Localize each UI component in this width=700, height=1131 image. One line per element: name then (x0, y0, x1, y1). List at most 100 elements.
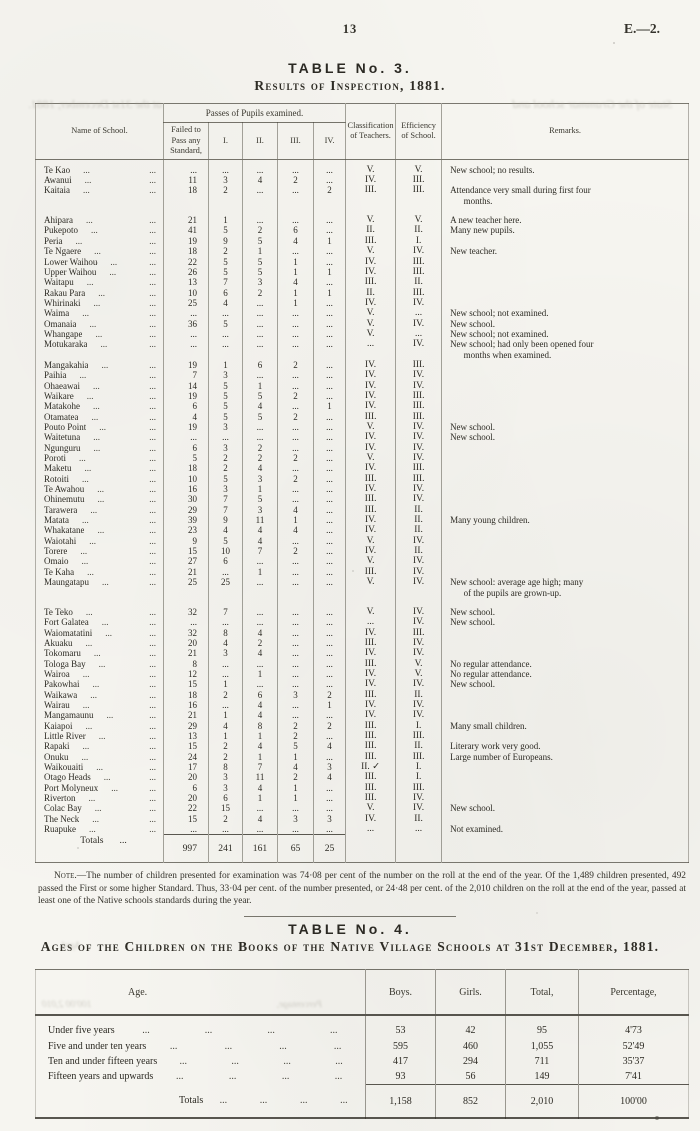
standard-3-passes: ... (277, 308, 314, 319)
dot-leader: ... (88, 793, 96, 804)
dot-leader: ... (259, 1095, 268, 1107)
school-name-cell: Matakohe...... (36, 401, 163, 411)
dot-leader: ... (75, 235, 83, 246)
remark (441, 556, 689, 567)
failed-count: 22 (163, 256, 209, 267)
dot-leader: ... (90, 504, 98, 515)
dot-leader: ... (149, 741, 156, 752)
standard-4-passes: ... (312, 556, 346, 567)
totals-standard-3: 65 (277, 834, 314, 863)
remark (441, 390, 689, 402)
school-efficiency: IV. (395, 699, 442, 711)
dot-leader: ... (149, 175, 156, 186)
school-name: Tokomaru (44, 648, 81, 659)
dot-leader: ... (149, 235, 156, 246)
school-name: Rapaki (44, 741, 70, 752)
standard-2-passes: ... (242, 308, 278, 319)
school-name-cell: Otago Heads...... (36, 772, 163, 782)
school-row: Ngunguru...... 6 3 2...... IV. IV. (36, 442, 689, 454)
standard-3-passes: ... (277, 442, 314, 454)
standard-3-passes: 2 (277, 359, 314, 371)
remark (441, 535, 689, 547)
standard-4-passes: ... (312, 824, 346, 835)
age-cell-content: Fifteen years and upwards............ (36, 1069, 365, 1084)
dot-leader: ... (149, 606, 156, 617)
school-efficiency: IV. (395, 793, 442, 804)
school-efficiency: IV. (395, 648, 442, 659)
standard-2-passes: 4 (242, 741, 278, 752)
page-number: 13 (342, 22, 358, 36)
standard-3-passes: ... (277, 215, 314, 226)
dot-leader: ... (101, 617, 109, 628)
dot-leader: ... (99, 422, 107, 432)
standard-3-passes: 4 (277, 277, 314, 288)
standard-4-passes: 3 (312, 813, 346, 825)
teacher-classification: IV. (345, 390, 396, 402)
standard-4-passes: ... (312, 256, 346, 267)
standard-4-passes: ... (312, 668, 346, 680)
school-row: Onuku...... 24 2 1 1... III. III. Large number … (36, 751, 689, 762)
teacher-classification: IV. (345, 380, 396, 391)
dot-leader: ... (149, 359, 156, 370)
standard-2-passes: ... (242, 803, 278, 814)
standard-3-passes: 6 (277, 225, 314, 236)
dot-leader: ... (109, 266, 117, 277)
teacher-classification: IV. (345, 484, 396, 495)
teacher-classification: IV. (345, 546, 396, 557)
failed-count: 15 (163, 546, 209, 557)
standard-3-passes: 1 (277, 793, 314, 804)
school-name: Ohaeawai (44, 380, 80, 391)
standard-4-passes: ... (312, 648, 346, 659)
standard-2-passes: ... (242, 318, 278, 329)
teacher-classification: III. (345, 741, 396, 752)
school-row: Kaiapoi...... 29 4 8 2 2 III. I. Many small chil… (36, 720, 689, 731)
remark (441, 648, 689, 659)
standard-4-passes: ... (312, 484, 346, 495)
standard-2-passes: ... (242, 215, 278, 226)
standard-1-passes: 2 (208, 689, 243, 700)
school-efficiency: III. (395, 782, 442, 794)
remark (441, 370, 689, 381)
standard-2-passes: 2 (242, 287, 278, 298)
standard-3-passes: 1 (277, 515, 314, 526)
dot-leader: ... (98, 658, 106, 669)
school-name: Riverton (44, 793, 76, 804)
standard-2-passes: 1 (242, 730, 278, 742)
dot-leader: ... (89, 824, 96, 835)
school-name-cell: Ruapuke...... (36, 824, 163, 834)
totals-boys: 1,158 (365, 1084, 436, 1119)
standard-2-passes: 4 (242, 648, 278, 659)
failed-count: 5 (163, 453, 209, 464)
school-row: Akuaku...... 20 4 2...... III. IV. (36, 637, 689, 649)
standard-3-passes: ... (277, 380, 314, 391)
standard-1-passes: 6 (208, 793, 243, 804)
totals-standard-1: 241 (208, 834, 243, 863)
dot-leader: ... (79, 370, 87, 381)
failed-count: 39 (163, 515, 209, 526)
school-efficiency: IV. (395, 679, 442, 690)
standard-4-passes: ... (312, 318, 346, 329)
dot-leader: ... (149, 463, 156, 474)
remark (441, 463, 689, 474)
remark: Many new pupils. (441, 225, 689, 236)
percentage-value: 4'73 (578, 1015, 689, 1039)
table3-body: Te Kao..................... V. V. New schoo… (36, 159, 689, 835)
failed-count: 19 (163, 422, 209, 433)
standard-1-passes: 15 (208, 803, 243, 814)
totals-label-cell: Totals............ (36, 1085, 366, 1119)
school-name: Whangape (44, 328, 83, 339)
school-name: Maungatapu (44, 577, 89, 588)
teacher-classification: II. (345, 287, 396, 298)
standard-3-passes: 1 (277, 287, 314, 298)
standard-1-passes: 8 (208, 627, 243, 638)
standard-1-passes: 2 (208, 185, 243, 216)
standard-4-passes: 1 (312, 699, 346, 711)
teacher-classification: IV. (345, 401, 396, 412)
school-name: Akuaku (44, 637, 73, 648)
standard-1-passes: 3 (208, 442, 243, 454)
dot-leader: ... (102, 577, 109, 588)
school-name: Waima (44, 308, 70, 319)
school-efficiency: II. (395, 225, 442, 236)
col-header-boys: Boys. (365, 969, 436, 1017)
standard-1-passes: 1 (208, 215, 243, 226)
